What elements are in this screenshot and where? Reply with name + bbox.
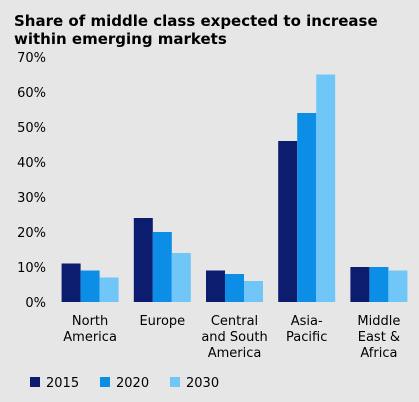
legend-swatch-2030 <box>170 377 180 387</box>
bar-2015-1 <box>133 218 153 302</box>
bar-2015-0 <box>61 263 81 302</box>
y-tick-label: 40% <box>17 156 46 171</box>
bar-2030-3 <box>316 74 336 302</box>
y-tick-label: 60% <box>17 86 46 101</box>
chart-title: Share of middle class expected to increa… <box>14 12 378 48</box>
bar-2015-3 <box>278 141 298 302</box>
bar-2020-0 <box>80 270 100 302</box>
y-tick-label: 70% <box>17 51 46 66</box>
bar-2015-2 <box>206 270 225 302</box>
legend-swatch-2015 <box>30 377 40 387</box>
y-tick-label: 10% <box>17 261 46 276</box>
x-category-label: Middle East & Africa <box>357 314 400 361</box>
bar-2030-0 <box>99 277 119 302</box>
legend-label-2020: 2020 <box>116 376 149 391</box>
bar-2030-2 <box>244 281 263 302</box>
bar-2020-1 <box>152 232 172 302</box>
y-tick-label: 50% <box>17 121 46 136</box>
bar-2020-3 <box>297 113 317 302</box>
y-tick-label: 20% <box>17 226 46 241</box>
bar-2030-4 <box>388 270 408 302</box>
y-tick-label: 0% <box>25 296 46 311</box>
legend-label-2030: 2030 <box>186 376 219 391</box>
x-category-label: North America <box>63 314 117 345</box>
x-category-label: Asia-Pacific <box>286 314 327 345</box>
x-category-label: Central and South America <box>201 314 267 361</box>
bar-2030-1 <box>171 253 191 302</box>
bar-2015-4 <box>350 267 370 302</box>
legend-label-2015: 2015 <box>46 376 79 391</box>
y-tick-label: 30% <box>17 191 46 206</box>
legend-swatch-2020 <box>100 377 110 387</box>
bar-2020-4 <box>369 267 389 302</box>
bar-2020-2 <box>225 274 244 302</box>
x-category-label: Europe <box>139 314 185 329</box>
